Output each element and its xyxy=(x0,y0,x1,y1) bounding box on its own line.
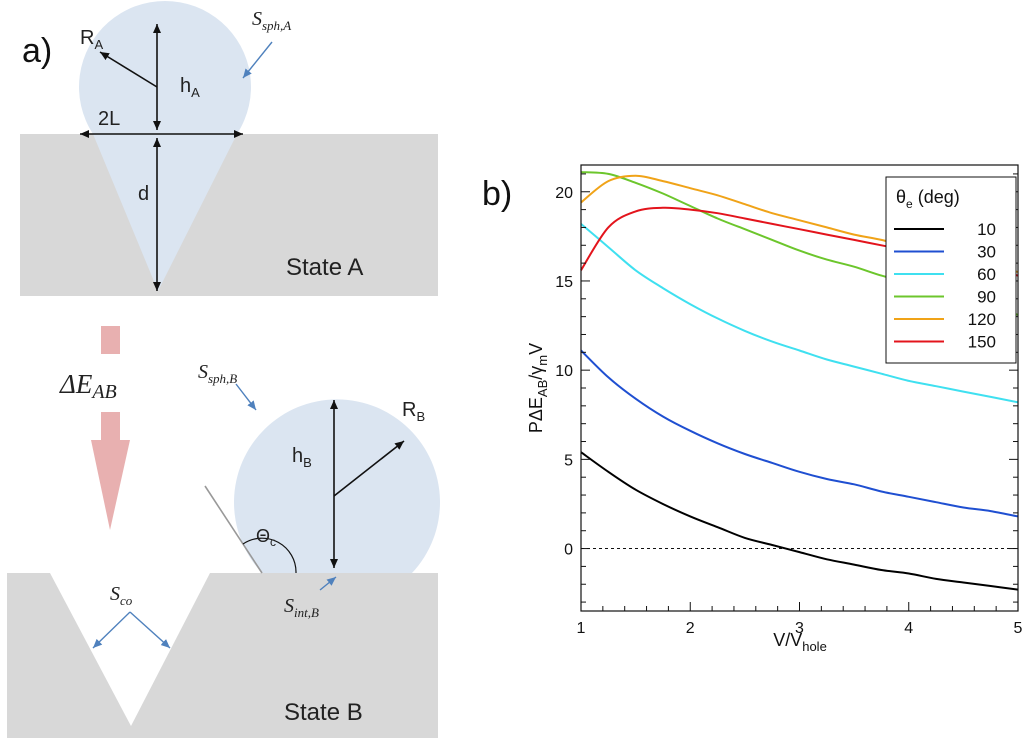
transition-arrow-shaft xyxy=(101,412,120,440)
series-line-theta-10 xyxy=(580,451,1019,591)
legend-entry-theta-90: 90 xyxy=(977,288,996,307)
cavity-pointer-right xyxy=(129,611,171,649)
state-a-title: State A xyxy=(286,254,363,281)
height-a-label: hA xyxy=(180,75,200,100)
transition-arrow-head xyxy=(91,440,130,530)
legend-entry-theta-10: 10 xyxy=(977,220,996,239)
droplet-b xyxy=(234,399,440,573)
panel-b-label: b) xyxy=(482,175,512,213)
state-a: RA hA 2L d Ssph,A State A xyxy=(20,0,438,296)
x-tick-label: 4 xyxy=(904,620,913,637)
radius-a-arrow xyxy=(99,51,158,88)
legend-entry-theta-30: 30 xyxy=(977,243,996,262)
cavity-pointer-left xyxy=(92,611,131,649)
y-axis-label: PΔEAB/γmV xyxy=(526,343,550,433)
legend-entry-theta-150: 150 xyxy=(968,333,996,352)
state-b: Θc hB RB Ssph,B Sint,B Sco State B xyxy=(7,361,440,738)
legend-entry-theta-60: 60 xyxy=(977,265,996,284)
contact-tangent xyxy=(204,485,263,574)
panel-a: a) RA hA 2L d Ssph,A State A xyxy=(7,0,440,738)
contact-angle-arc xyxy=(242,537,297,574)
y-tick-label: 5 xyxy=(564,452,573,469)
delta-e-label: ΔEAB xyxy=(59,369,117,403)
surface-int-b-label: Sint,B xyxy=(284,595,319,620)
y-tick-label: 20 xyxy=(555,185,573,202)
surface-sph-b-pointer xyxy=(235,383,257,411)
surface-sph-b-label: Ssph,B xyxy=(198,361,237,386)
depth-label: d xyxy=(138,183,149,205)
x-tick-label: 5 xyxy=(1014,620,1023,637)
surface-sph-a-pointer xyxy=(242,41,273,79)
x-tick-label: 3 xyxy=(795,620,804,637)
y-tick-label: 15 xyxy=(555,274,573,291)
x-tick-label: 1 xyxy=(577,620,586,637)
chart: 1 2 3 4 5 0 5 10 15 20 θe (deg) 10 30 60 90 120 150 xyxy=(555,164,1023,637)
legend-box xyxy=(885,176,1017,364)
legend-title: θe (deg) xyxy=(896,187,960,211)
series-line-theta-60 xyxy=(580,223,1019,404)
series-line-theta-30 xyxy=(580,349,1019,518)
panel-a-label: a) xyxy=(22,32,52,70)
x-axis-label: V/Vhole xyxy=(773,630,827,654)
transition: ΔEAB xyxy=(59,326,130,530)
droplet-a xyxy=(79,0,252,292)
contact-angle-label: Θc xyxy=(256,526,276,549)
empty-cavity xyxy=(50,573,210,726)
radius-b-arrow xyxy=(333,440,405,497)
width-label: 2L xyxy=(98,108,120,130)
radius-b-label: RB xyxy=(402,399,425,424)
cavity-surface-label: Sco xyxy=(110,583,133,608)
y-tick-label: 0 xyxy=(564,542,573,559)
height-b-label: hB xyxy=(292,445,312,470)
substrate-a xyxy=(20,134,438,296)
radius-a-label: RA xyxy=(80,27,103,52)
state-b-title: State B xyxy=(284,699,363,726)
surface-int-b-pointer xyxy=(319,576,337,591)
legend-entry-theta-120: 120 xyxy=(968,310,996,329)
y-tick-label: 10 xyxy=(555,363,573,380)
x-tick-label: 2 xyxy=(686,620,695,637)
transition-arrow-top xyxy=(101,326,120,354)
surface-sph-a-label: Ssph,A xyxy=(252,8,291,33)
